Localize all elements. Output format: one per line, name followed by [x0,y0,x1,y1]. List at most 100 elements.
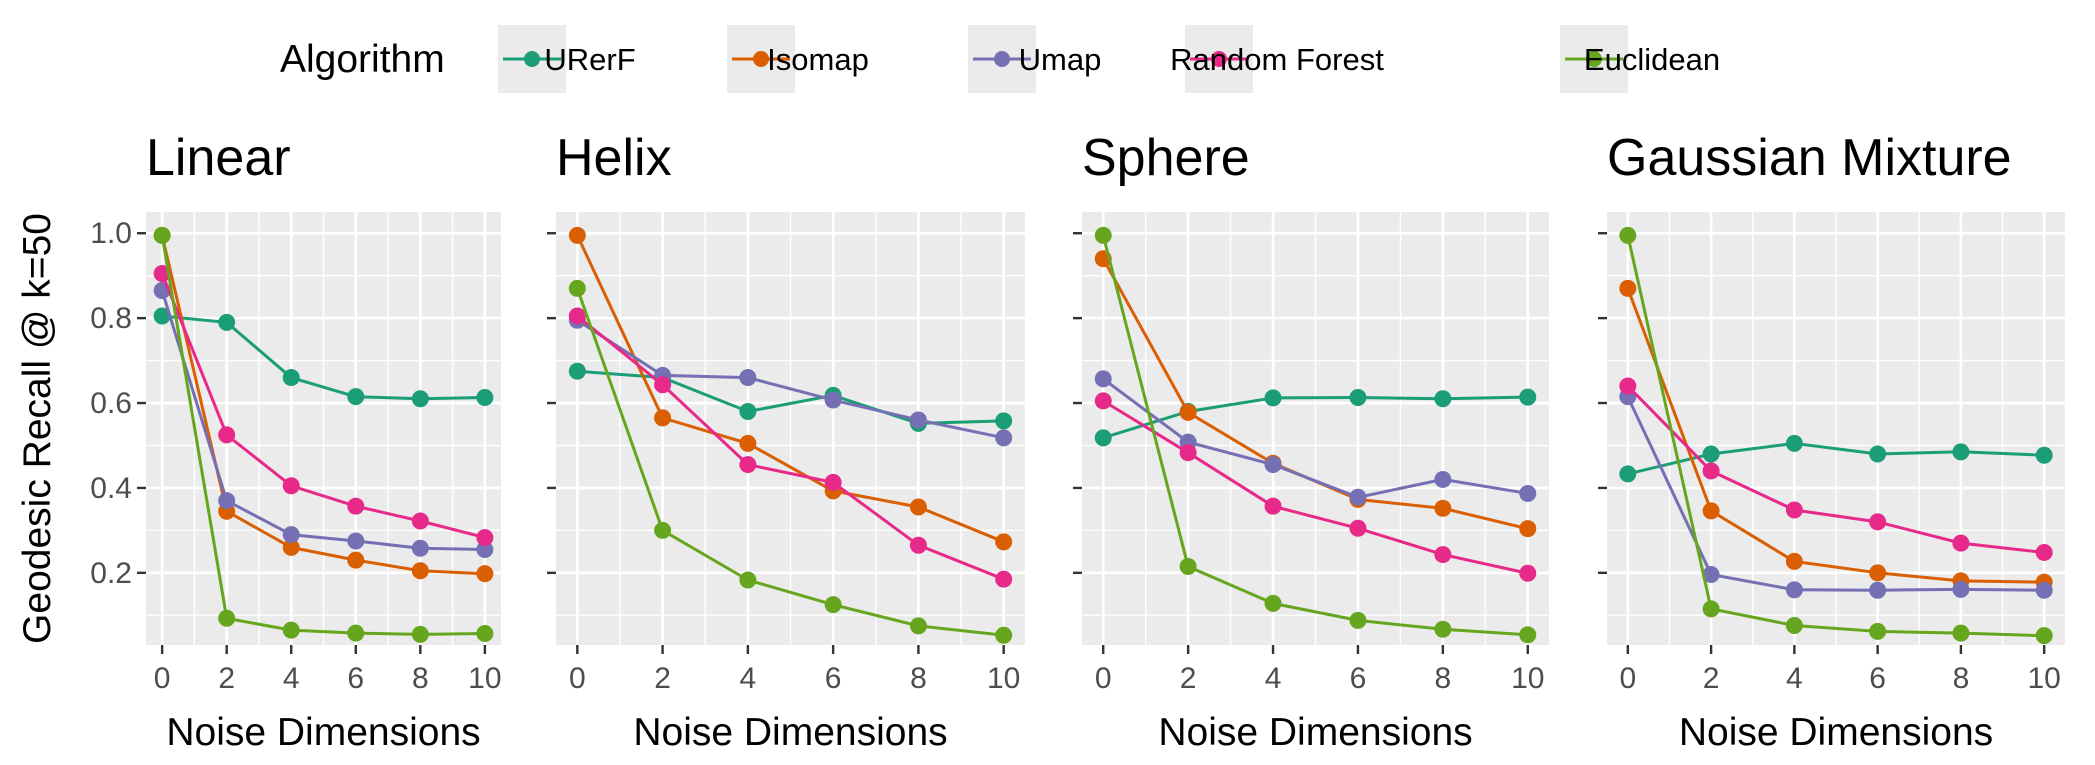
series-umap [1094,370,1537,506]
legend-label: Random Forest [1170,42,1384,77]
x-tick-label: 2 [654,662,671,695]
data-point [476,529,494,547]
series-line [1102,395,1528,440]
data-point [282,477,300,495]
data-point [476,625,494,643]
legend-item-umap: Umap [968,25,1101,93]
series-euclidean [1619,226,2053,645]
series-line [1626,384,2045,554]
data-point [1264,389,1282,407]
data-point [1952,580,1970,598]
data-point [909,411,927,429]
data-point [909,498,927,516]
data-point [1619,377,1637,395]
y-tick-label: 0.2 [90,557,132,590]
data-point [2035,581,2053,599]
data-point [1094,429,1112,447]
data-point [476,540,494,558]
series-urerf [1094,388,1537,447]
data-point [1434,620,1452,638]
y-axis-title: Geodesic Recall @ k=50 [16,213,59,644]
x-tick-label: 10 [987,662,1020,695]
data-point [739,456,757,474]
data-point [2035,543,2053,561]
x-tick-label: 6 [1869,662,1886,695]
data-point [995,533,1013,551]
data-point [739,571,757,589]
legend-title: Algorithm [280,38,445,81]
data-point [476,565,494,583]
data-point [995,626,1013,644]
series-line [1101,234,1528,637]
x-tick-label: 6 [1350,662,1367,695]
data-point [824,391,842,409]
data-point [995,412,1013,430]
y-tick-label: 0.4 [90,472,132,505]
series-line [1102,399,1529,575]
x-tick-label: 6 [825,662,842,695]
data-point [411,562,429,580]
series-line [575,287,1004,637]
data-point [1619,279,1637,297]
data-point [1434,390,1452,408]
data-point [1702,566,1720,584]
data-point [1434,499,1452,517]
series-random-forest [1619,377,2053,561]
panel-gaussian-mixture: 0 2 4 6 8 10 Gaussian Mixture Noise Dimensions [1598,129,2065,754]
x-tick-label: 2 [1703,662,1720,695]
x-tick-label: 2 [1180,662,1197,695]
data-point [2035,627,2053,645]
data-point [1869,445,1887,463]
y-tick-label: 0.6 [90,387,132,420]
series-line [1102,377,1529,499]
x-axis-title: Noise Dimensions [1158,711,1472,754]
data-point [654,521,672,539]
x-tick-label: 2 [218,662,235,695]
series-euclidean [568,279,1013,644]
legend-item-euclidean: Euclidean [1560,25,1720,93]
data-point [1869,622,1887,640]
data-point [824,596,842,614]
legend-label: URerF [544,42,635,77]
data-point [411,539,429,557]
data-point [1952,534,1970,552]
x-tick-label: 8 [1435,662,1452,695]
x-tick-label: 10 [2027,662,2060,695]
data-point [995,429,1013,447]
data-point [1349,389,1367,407]
series-line [160,273,486,540]
data-point [1619,226,1637,244]
x-tick-label: 6 [347,662,364,695]
data-point [739,403,757,421]
data-point [282,526,300,544]
legend-item-isomap: Isomap [727,25,869,93]
data-point [909,536,927,554]
data-point [1094,392,1112,410]
panel-helix: 0 2 4 6 8 10 Helix Noise Dimensions [547,129,1025,754]
facet-title: Gaussian Mixture [1607,129,2012,187]
facet-title: Linear [146,129,291,187]
series-urerf [153,307,494,408]
data-point [1434,546,1452,564]
data-point [739,369,757,387]
data-point [476,389,494,407]
data-point [1952,624,1970,642]
x-tick-label: 10 [468,662,501,695]
series-euclidean [153,226,494,643]
legend-item-random-forest: Random Forest [1170,25,1384,93]
data-point [568,362,586,380]
data-point [1519,564,1537,582]
data-point [347,388,365,406]
data-point [1785,581,1803,599]
data-point [654,409,672,427]
series-line [160,290,485,551]
legend-label: Isomap [767,42,869,77]
series-euclidean [1094,226,1537,644]
series-isomap [568,226,1013,551]
legend-key-marker [524,51,540,67]
series-line [1626,287,2045,584]
facet-title: Helix [556,129,672,187]
legend-key-marker [753,51,769,67]
data-point [568,226,586,244]
